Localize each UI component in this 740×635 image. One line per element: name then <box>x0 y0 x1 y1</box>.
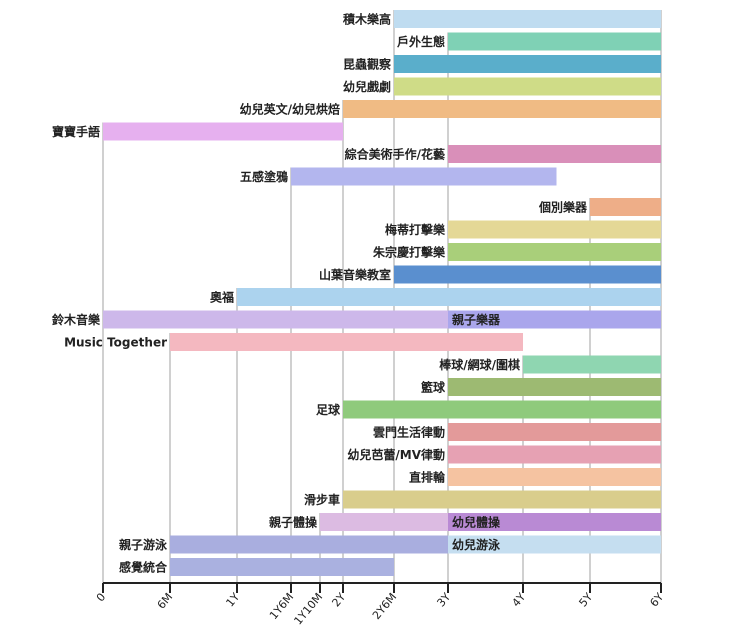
bar-row: 幼兒戲劇 <box>343 77 661 96</box>
bar-row: 朱宗慶打擊樂 <box>373 243 661 261</box>
row-label: 綜合美術手作/花藝 <box>345 147 445 162</box>
bar-segment <box>394 55 661 73</box>
tick-label: 2Y <box>330 590 349 609</box>
segment-label: 親子樂器 <box>452 312 501 327</box>
bar-segment <box>394 10 661 28</box>
bar-segment <box>523 355 661 374</box>
row-label: 五感塗鴉 <box>240 169 288 184</box>
row-label: 鈴木音樂 <box>52 312 101 327</box>
tick-label: 5Y <box>577 590 596 609</box>
row-label: Music Together <box>64 336 167 350</box>
bar-segment <box>448 535 661 554</box>
bar-row: 足球 <box>316 400 661 419</box>
bar-row: 雲門生活律動 <box>373 423 661 441</box>
bars: 積木樂高戶外生態昆蟲觀察幼兒戲劇幼兒英文/幼兒烘焙寶寶手語綜合美術手作/花藝五感… <box>52 10 661 576</box>
bar-row: 積木樂高 <box>342 10 661 28</box>
bar-segment <box>448 243 661 261</box>
segment-label: 幼兒游泳 <box>452 537 501 552</box>
bar-segment <box>103 122 343 141</box>
bar-segment <box>448 445 661 464</box>
row-label: 寶寶手語 <box>52 124 100 139</box>
bar-segment <box>448 513 661 531</box>
row-label: 籃球 <box>420 380 446 395</box>
bar-segment <box>448 423 661 441</box>
bar-row: 山葉音樂教室 <box>319 265 661 284</box>
bar-row: 感覺統合 <box>119 558 394 576</box>
bar-row: 幼兒芭蕾/MV律動 <box>347 445 661 464</box>
row-label: 幼兒芭蕾/MV律動 <box>347 447 445 462</box>
tick-label: 6Y <box>648 590 667 609</box>
row-label: 幼兒英文/幼兒烘焙 <box>240 102 340 117</box>
bar-row: 幼兒游泳 親子游泳 <box>119 535 661 554</box>
row-label: 親子游泳 <box>119 537 168 552</box>
row-label: 直排輪 <box>409 470 446 485</box>
bar-segment <box>170 535 448 554</box>
bar-row: 親子樂器 鈴木音樂 <box>52 310 661 329</box>
tick-label: 1Y <box>224 590 243 609</box>
bar-segment <box>170 333 523 351</box>
tick-label: 1Y10M <box>291 591 325 628</box>
bar-row: 棒球/網球/圍棋 <box>439 355 661 374</box>
tick-label: 6M <box>155 591 176 612</box>
bar-segment <box>103 310 448 329</box>
bar-segment <box>448 145 661 163</box>
bar-segment <box>394 77 661 96</box>
tick-label: 3Y <box>435 590 454 609</box>
row-label: 親子體操 <box>269 515 318 530</box>
row-label: 棒球/網球/圍棋 <box>439 357 520 372</box>
row-label: 戶外生態 <box>397 34 445 49</box>
bar-segment <box>320 513 448 531</box>
bar-segment <box>590 198 661 216</box>
row-label: 幼兒戲劇 <box>343 79 391 94</box>
bar-row: 直排輪 <box>409 468 661 486</box>
tick-label: 0 <box>94 591 108 605</box>
bar-segment <box>394 265 661 284</box>
bar-row: 戶外生態 <box>397 32 661 51</box>
bar-row: 綜合美術手作/花藝 <box>345 145 661 163</box>
bar-row: 寶寶手語 <box>52 122 343 141</box>
bar-segment <box>343 490 661 509</box>
bar-segment <box>343 400 661 419</box>
row-label: 感覺統合 <box>119 560 168 575</box>
bar-segment <box>448 310 661 329</box>
bar-segment <box>448 468 661 486</box>
row-label: 滑步車 <box>304 492 340 507</box>
bar-row: 梅蒂打擊樂 <box>385 220 661 239</box>
bar-segment <box>291 167 557 186</box>
bar-row: 昆蟲觀察 <box>343 55 661 73</box>
bar-row: 幼兒英文/幼兒烘焙 <box>240 100 661 118</box>
bar-row: 五感塗鴉 <box>240 167 557 186</box>
bar-segment <box>343 100 661 118</box>
bar-segment <box>448 220 661 239</box>
bar-row: 籃球 <box>420 378 661 396</box>
row-label: 山葉音樂教室 <box>319 267 391 282</box>
bar-row: 奧福 <box>209 288 661 306</box>
tick-label: 4Y <box>510 590 529 609</box>
bar-row: 幼兒體操 親子體操 <box>269 513 661 531</box>
row-label: 朱宗慶打擊樂 <box>373 245 446 260</box>
row-label: 雲門生活律動 <box>373 425 445 440</box>
bar-segment <box>448 32 661 51</box>
row-label: 個別樂器 <box>538 200 588 215</box>
row-label: 足球 <box>316 402 341 417</box>
bar-row: Music Together <box>64 333 523 351</box>
row-label: 積木樂高 <box>342 12 391 27</box>
bar-row: 滑步車 <box>304 490 661 509</box>
bar-row: 個別樂器 <box>538 198 661 216</box>
bar-segment <box>237 288 661 306</box>
tick-label: 2Y6M <box>370 591 399 623</box>
segment-label: 幼兒體操 <box>452 515 501 530</box>
row-label: 梅蒂打擊樂 <box>385 222 446 237</box>
row-label: 奧福 <box>209 290 234 305</box>
bar-segment <box>170 558 394 576</box>
bar-segment <box>448 378 661 396</box>
row-label: 昆蟲觀察 <box>343 57 392 72</box>
